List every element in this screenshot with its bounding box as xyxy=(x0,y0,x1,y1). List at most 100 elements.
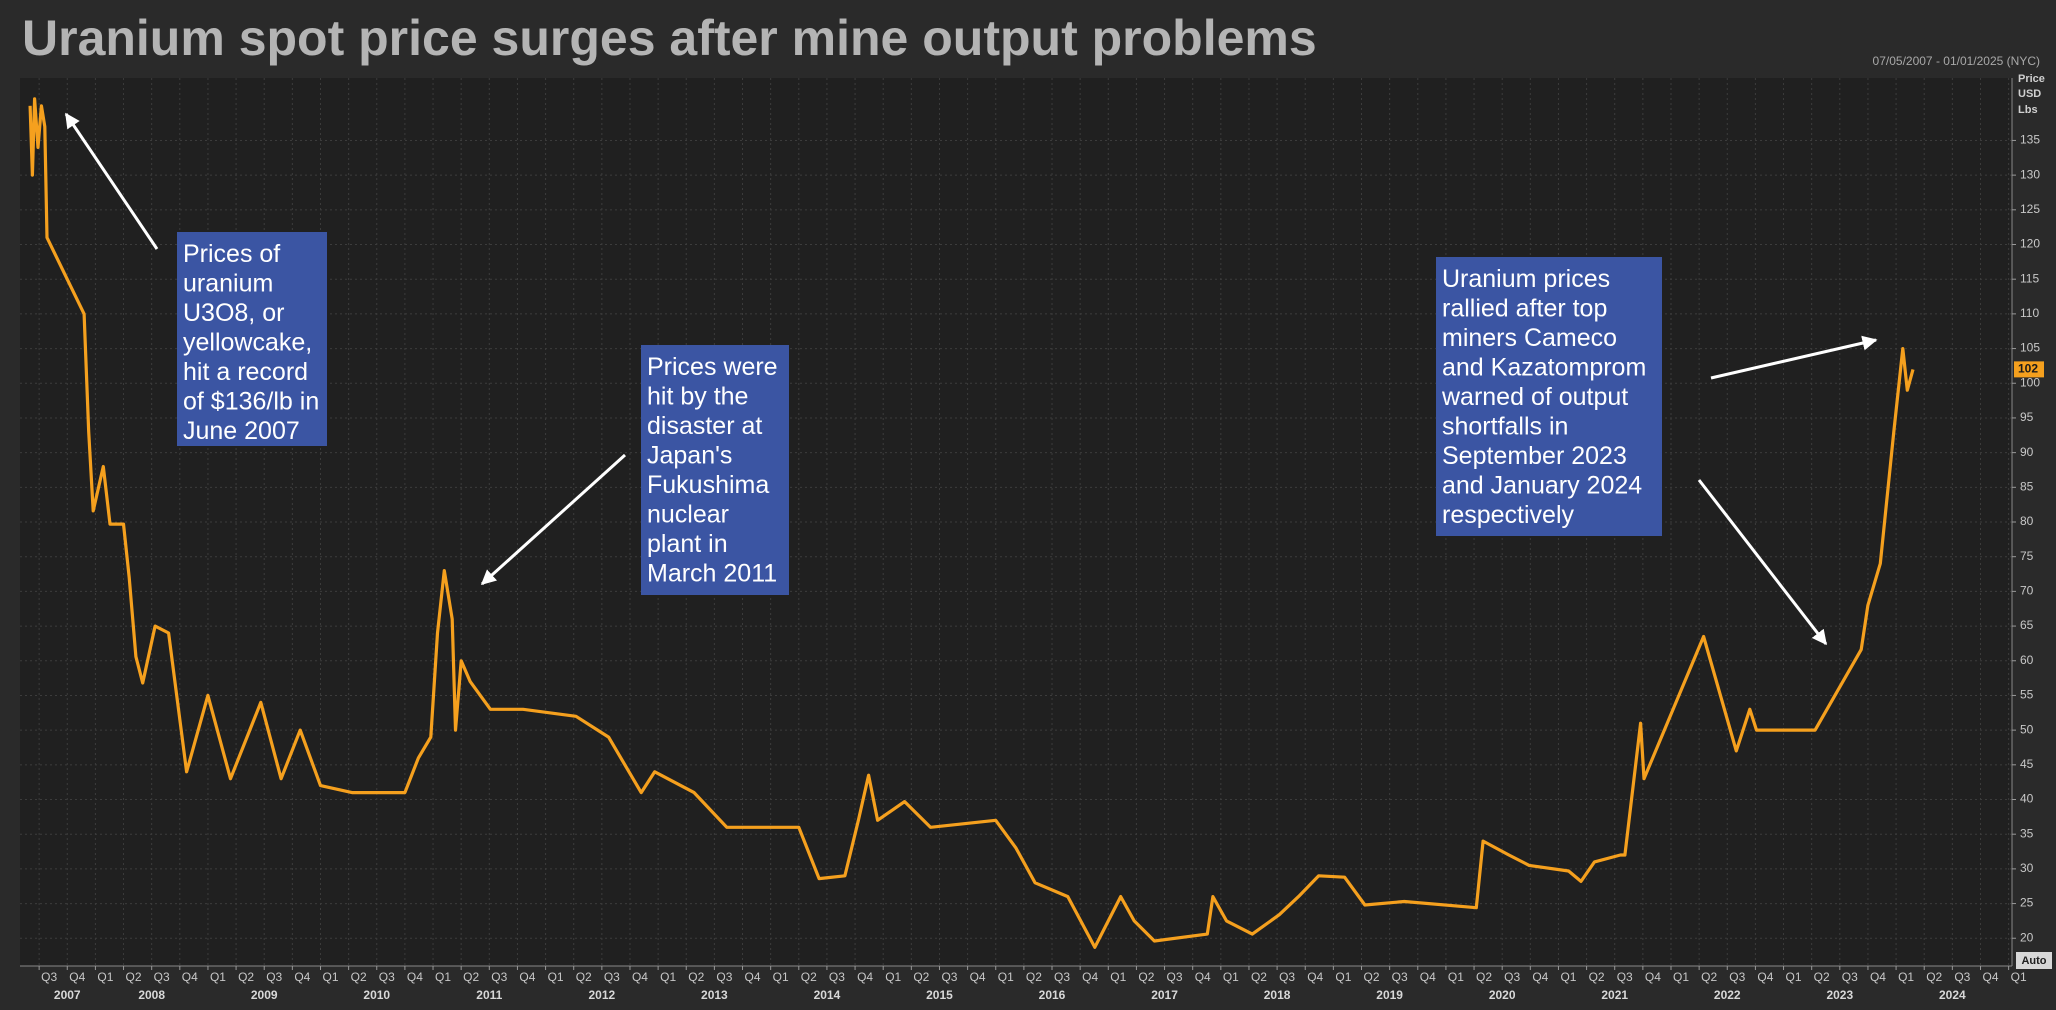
x-tick-label: Q4 xyxy=(294,970,310,984)
x-tick-label: Q3 xyxy=(1279,970,1295,984)
y-tick-label: 125 xyxy=(2020,202,2040,216)
annotation-text: Uranium prices xyxy=(1442,265,1610,293)
y-tick-label: 25 xyxy=(2020,896,2034,910)
x-tick-label: Q4 xyxy=(1082,970,1098,984)
auto-button[interactable]: Auto xyxy=(2016,952,2052,969)
x-tick-label: Q1 xyxy=(1223,970,1239,984)
y-tick-label: 65 xyxy=(2020,618,2034,632)
x-tick-label: Q4 xyxy=(745,970,761,984)
x-tick-label: Q2 xyxy=(1814,970,1830,984)
x-tick-label: Q3 xyxy=(154,970,170,984)
year-label: 2022 xyxy=(1714,988,1741,1002)
y-tick-label: 110 xyxy=(2020,306,2039,320)
year-label: 2008 xyxy=(138,988,165,1002)
y-axis-label: Price xyxy=(2018,73,2045,85)
annotation-text: yellowcake, xyxy=(183,329,312,357)
year-label: 2011 xyxy=(476,988,502,1002)
x-tick-label: Q1 xyxy=(435,970,451,984)
y-tick-label: 135 xyxy=(2020,133,2040,147)
x-tick-label: Q1 xyxy=(210,970,226,984)
date-range: 07/05/2007 - 01/01/2025 (NYC) xyxy=(1873,54,2040,68)
x-tick-label: Q4 xyxy=(182,970,198,984)
annotation-text: warned of output xyxy=(1441,383,1628,411)
x-tick-label: Q2 xyxy=(1251,970,1267,984)
x-tick-label: Q4 xyxy=(1307,970,1323,984)
x-tick-label: Q1 xyxy=(1560,970,1576,984)
x-tick-label: Q4 xyxy=(1420,970,1436,984)
x-tick-label: Q3 xyxy=(829,970,845,984)
price-line xyxy=(28,97,1915,949)
x-tick-label: Q3 xyxy=(491,970,507,984)
annotation-text: September 2023 xyxy=(1442,442,1627,470)
x-tick-label: Q2 xyxy=(801,970,817,984)
x-tick-label: Q3 xyxy=(379,970,395,984)
x-tick-label: Q4 xyxy=(69,970,85,984)
x-tick-label: Q2 xyxy=(1701,970,1717,984)
x-tick-label: Q1 xyxy=(1786,970,1802,984)
annotation-text: Prices of xyxy=(183,240,280,268)
series xyxy=(28,97,1915,949)
current-price-label: 102 xyxy=(2018,362,2038,376)
annotation-text: and January 2024 xyxy=(1442,472,1642,500)
y-tick-label: 60 xyxy=(2020,653,2034,667)
annotation-text: June 2007 xyxy=(183,417,300,445)
auto-button-bg[interactable] xyxy=(2016,952,2052,969)
x-tick-label: Q3 xyxy=(1054,970,1070,984)
x-tick-label: Q2 xyxy=(1364,970,1380,984)
x-tick-label: Q3 xyxy=(1392,970,1408,984)
x-tick-label: Q3 xyxy=(604,970,620,984)
y-tick-label: 45 xyxy=(2020,757,2034,771)
current-price-tag xyxy=(2014,361,2044,378)
x-tick-label: Q2 xyxy=(1026,970,1042,984)
y-tick-label: 90 xyxy=(2020,445,2034,459)
x-tick-label: Q1 xyxy=(548,970,564,984)
y-tick-label: 100 xyxy=(2020,375,2040,389)
year-label: 2017 xyxy=(1151,988,1178,1002)
y-tick-label: 115 xyxy=(2020,271,2039,285)
year-label: 2016 xyxy=(1039,988,1066,1002)
year-label: 2012 xyxy=(588,988,615,1002)
y-tick-label: 40 xyxy=(2020,792,2034,806)
y-tick-label: 85 xyxy=(2020,479,2034,493)
annotation-text: rallied after top xyxy=(1442,295,1607,323)
x-tick-label: Q2 xyxy=(913,970,929,984)
x-tick-label: Q1 xyxy=(885,970,901,984)
x-tick-label: Q4 xyxy=(1982,970,1998,984)
y-tick-label: 80 xyxy=(2020,514,2034,528)
annotation-text: Japan's xyxy=(647,442,732,470)
x-tick-label: Q1 xyxy=(322,970,338,984)
x-tick-label: Q2 xyxy=(238,970,254,984)
x-tick-label: Q3 xyxy=(1842,970,1858,984)
x-tick-label: Q3 xyxy=(1167,970,1183,984)
annotation-text: nuclear xyxy=(647,501,729,529)
year-label: 2024 xyxy=(1939,988,1966,1002)
year-label: 2014 xyxy=(814,988,841,1002)
x-tick-label: Q2 xyxy=(576,970,592,984)
y-tick-label: 95 xyxy=(2020,410,2034,424)
annotation-text: and Kazatomprom xyxy=(1442,354,1646,382)
annotation-text: of $136/lb in xyxy=(183,388,319,416)
y-tick-label: 55 xyxy=(2020,688,2034,702)
x-tick-label: Q4 xyxy=(1532,970,1548,984)
x-tick-label: Q2 xyxy=(351,970,367,984)
x-tick-label: Q1 xyxy=(1110,970,1126,984)
y-axis-label: Lbs xyxy=(2018,104,2038,116)
annotation-text: disaster at xyxy=(647,412,762,440)
y-tick-label: 50 xyxy=(2020,722,2034,736)
x-tick-label: Q3 xyxy=(716,970,732,984)
x-tick-label: Q1 xyxy=(1898,970,1914,984)
annotation-text: Prices were xyxy=(647,353,778,381)
year-label: 2019 xyxy=(1376,988,1403,1002)
x-tick-label: Q4 xyxy=(1195,970,1211,984)
year-label: 2013 xyxy=(701,988,728,1002)
x-tick-label: Q4 xyxy=(1645,970,1661,984)
x-tick-label: Q2 xyxy=(688,970,704,984)
annotation-text: uranium xyxy=(183,270,273,298)
year-label: 2021 xyxy=(1601,988,1628,1002)
x-tick-label: Q2 xyxy=(1476,970,1492,984)
auto-button-label[interactable]: Auto xyxy=(2021,955,2046,967)
annotation-text: respectively xyxy=(1442,501,1574,529)
axes: 20 25 30 35 40 45 50 55 60 65 70 75 80 85 90 95 100 105 11… xyxy=(20,78,2044,1002)
